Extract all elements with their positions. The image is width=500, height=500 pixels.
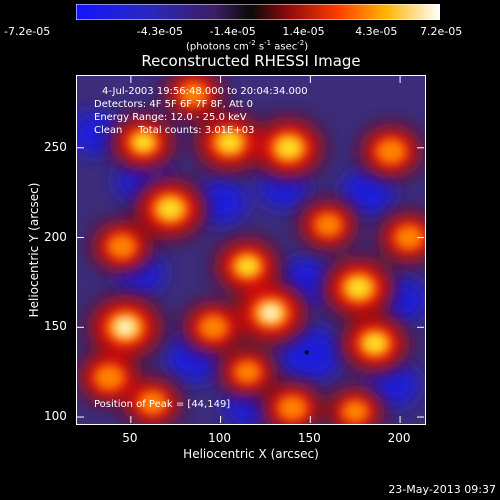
- source-peak: [347, 278, 370, 297]
- source-core: [198, 314, 229, 340]
- x-tick-label: 100: [208, 431, 232, 445]
- source-peak: [219, 133, 240, 152]
- source-core: [341, 400, 369, 424]
- source-core: [107, 234, 137, 259]
- date-stamp: 23-May-2013 09:37: [388, 483, 496, 496]
- source-core: [314, 213, 343, 237]
- annotation-peak-position: Position of Peak = [44,149]: [94, 399, 231, 410]
- heatmap-image: [77, 76, 425, 424]
- colorbar-tick-label: -7.2e-05: [4, 25, 51, 38]
- x-tick-label: 200: [387, 431, 411, 445]
- image-title: Reconstructed RHESSI Image: [141, 52, 361, 70]
- minimum-marker: [304, 350, 309, 355]
- source-core: [375, 138, 407, 165]
- negative-region: [340, 169, 395, 216]
- y-tick-label: 100: [44, 409, 67, 424]
- source-core: [394, 225, 424, 250]
- negative-region: [278, 326, 343, 382]
- x-tick-label: 150: [297, 431, 321, 445]
- annotation-energy-range: Energy Range: 12.0 - 25.0 keV: [94, 112, 247, 123]
- y-tick-label: 150: [44, 319, 67, 334]
- source-peak: [237, 258, 258, 275]
- y-tick-label: 200: [44, 229, 67, 244]
- source-core: [179, 82, 208, 106]
- x-tick-label: 50: [122, 431, 138, 445]
- source-peak: [159, 199, 182, 219]
- negative-region: [366, 362, 419, 407]
- annotation-method-counts: Clean Total counts: 3.01E+03: [94, 125, 255, 136]
- colorbar-unit-label: (photons cm-2 s-1 asec-2): [186, 39, 309, 53]
- colorbar-tick-label: 7.2e-05: [420, 25, 463, 38]
- source-max: [119, 322, 132, 333]
- source-core: [94, 364, 125, 391]
- source-peak: [364, 334, 385, 352]
- source-core: [234, 360, 261, 384]
- y-axis-label: Heliocentric Y (arcsec): [27, 182, 41, 318]
- annotation-time-range: 4-Jul-2003 19:56:48.000 to 20:04:34.000: [102, 86, 308, 97]
- negative-region: [77, 112, 120, 155]
- colorbar-tick-label: 1.4e-05: [282, 25, 325, 38]
- colorbar-tick-label: -1.4e-05: [209, 25, 256, 38]
- source-core: [277, 395, 307, 421]
- source-peak: [134, 134, 153, 151]
- source-max: [265, 308, 277, 318]
- y-tick-label: 250: [44, 139, 67, 154]
- colorbar-tick-label: -4.3e-05: [136, 25, 183, 38]
- annotation-detectors: Detectors: 4F 5F 6F 7F 8F, Att 0: [94, 99, 254, 110]
- source-core: [138, 390, 167, 415]
- colorbar-gradient: [76, 4, 440, 20]
- source-peak: [277, 138, 300, 157]
- x-axis-label: Heliocentric X (arcsec): [183, 447, 319, 461]
- colorbar-tick-label: 4.3e-05: [355, 25, 398, 38]
- plot-area: 4-Jul-2003 19:56:48.000 to 20:04:34.000 …: [76, 75, 426, 425]
